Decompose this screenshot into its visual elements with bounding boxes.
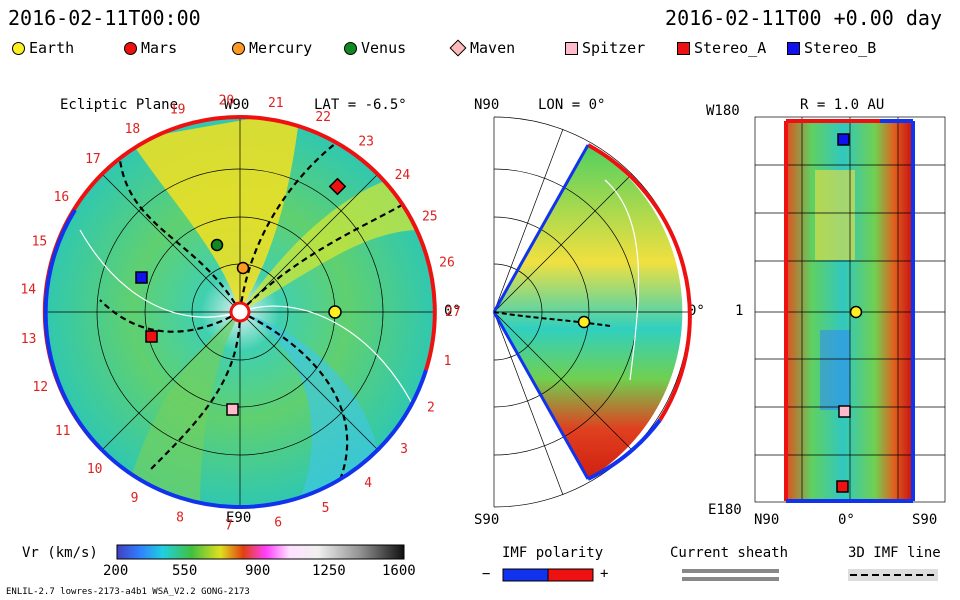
- carrington-label: 14: [20, 283, 36, 298]
- carrington-label: 13: [21, 332, 37, 347]
- legend-label: Stereo_A: [694, 39, 767, 57]
- radial-e180: E180: [708, 502, 742, 518]
- carrington-label: 3: [400, 442, 408, 457]
- legend-label: Mars: [141, 39, 178, 57]
- ecliptic-w90: W90: [224, 97, 250, 113]
- carrington-label: 26: [439, 256, 455, 271]
- legend-item-earth: Earth: [12, 39, 74, 57]
- legend-label: Earth: [29, 39, 75, 57]
- legend-item-venus: Venus: [344, 39, 406, 57]
- legend-label: Mercury: [249, 39, 313, 57]
- radial-r-label: R = 1.0 AU: [800, 97, 885, 113]
- carrington-label: 16: [54, 190, 70, 205]
- radial-s90: S90: [912, 512, 938, 528]
- carrington-label: 25: [422, 209, 438, 224]
- legend-marker-stereo_a: [677, 41, 690, 55]
- colorbar-tick-1250: 1250: [312, 563, 346, 579]
- date-left: 2016-02-11T00:00: [8, 6, 201, 30]
- legend-item-spitzer: Spitzer: [565, 39, 645, 57]
- meridional-n90: N90: [474, 97, 500, 113]
- carrington-label: 24: [395, 168, 411, 183]
- radial-0deg: 0°: [838, 512, 855, 528]
- imf-negative-bar: [502, 568, 549, 582]
- legend-item-mercury: Mercury: [232, 39, 312, 57]
- legend-label: Maven: [470, 39, 516, 57]
- carrington-label: 6: [274, 516, 282, 531]
- carrington-label: 17: [85, 152, 101, 167]
- legend-marker-venus: [344, 41, 357, 55]
- sheath-title: Current sheath: [670, 545, 789, 561]
- sheath-line-2: [682, 577, 779, 581]
- carrington-label: 4: [364, 476, 372, 491]
- meridional-lon: LON = 0°: [538, 97, 606, 113]
- legend-item-maven: Maven: [449, 39, 516, 57]
- carrington-label: 12: [32, 380, 48, 395]
- colorbar-tick-900: 900: [245, 563, 271, 579]
- meridional-s90: S90: [474, 512, 500, 528]
- legend-marker-stereo_b: [787, 41, 800, 55]
- carrington-label: 27: [445, 305, 461, 320]
- imf3d-bg: [848, 569, 938, 581]
- sheath-line-1: [682, 569, 779, 573]
- carrington-label: 1: [444, 354, 452, 369]
- legend-marker-earth: [12, 41, 25, 55]
- legend-label: Spitzer: [582, 39, 646, 57]
- meridional-plot: [492, 116, 692, 508]
- meridional-0deg: 0°: [688, 303, 705, 319]
- ecliptic-title: Ecliptic Plane: [60, 97, 179, 113]
- radial-plot: [754, 116, 946, 503]
- carrington-label: 22: [315, 110, 331, 125]
- legend-marker-spitzer: [565, 41, 578, 55]
- carrington-label: 18: [125, 122, 141, 137]
- legend-item-stereo_b: Stereo_B: [787, 39, 876, 57]
- imf-positive-bar: [547, 568, 594, 582]
- carrington-label: 7: [225, 519, 233, 534]
- ecliptic-e90: E90: [226, 510, 252, 526]
- legend-marker-mars: [124, 41, 137, 55]
- carrington-label: 19: [170, 102, 186, 117]
- radial-w180: W180: [706, 103, 740, 119]
- imf-minus: −: [482, 566, 491, 582]
- vr-colorbar: [116, 544, 405, 560]
- carrington-label: 15: [32, 234, 48, 249]
- radial-n90: N90: [754, 512, 780, 528]
- imf-plus: +: [600, 566, 609, 582]
- carrington-label: 11: [55, 424, 71, 439]
- carrington-label: 23: [358, 134, 374, 149]
- carrington-label: 20: [219, 93, 235, 108]
- carrington-label: 2: [427, 401, 435, 416]
- ecliptic-lat: LAT = -6.5°: [314, 97, 407, 113]
- carrington-label: 5: [322, 501, 330, 516]
- colorbar-tick-550: 550: [172, 563, 198, 579]
- carrington-label: 21: [268, 96, 284, 111]
- imf3d-title: 3D IMF line: [848, 545, 941, 561]
- carrington-label: 10: [87, 462, 103, 477]
- legend-item-mars: Mars: [124, 39, 177, 57]
- legend-label: Stereo_B: [804, 39, 877, 57]
- legend-label: Venus: [361, 39, 407, 57]
- footer-left: ENLIL-2.7 lowres-2173-a4b1 WSA_V2.2 GONG…: [6, 587, 250, 597]
- colorbar-tick-1600: 1600: [382, 563, 416, 579]
- legend-marker-mercury: [232, 41, 245, 55]
- radial-1: 1: [735, 303, 744, 319]
- colorbar-label: Vr (km/s): [22, 545, 98, 561]
- carrington-label: 9: [131, 491, 139, 506]
- carrington-label: 8: [176, 510, 184, 525]
- colorbar-tick-200: 200: [103, 563, 129, 579]
- imf-title: IMF polarity: [502, 545, 604, 561]
- date-right: 2016-02-11T00 +0.00 day: [665, 6, 942, 30]
- legend-item-stereo_a: Stereo_A: [677, 39, 766, 57]
- ecliptic-0deg: 0°: [444, 303, 461, 319]
